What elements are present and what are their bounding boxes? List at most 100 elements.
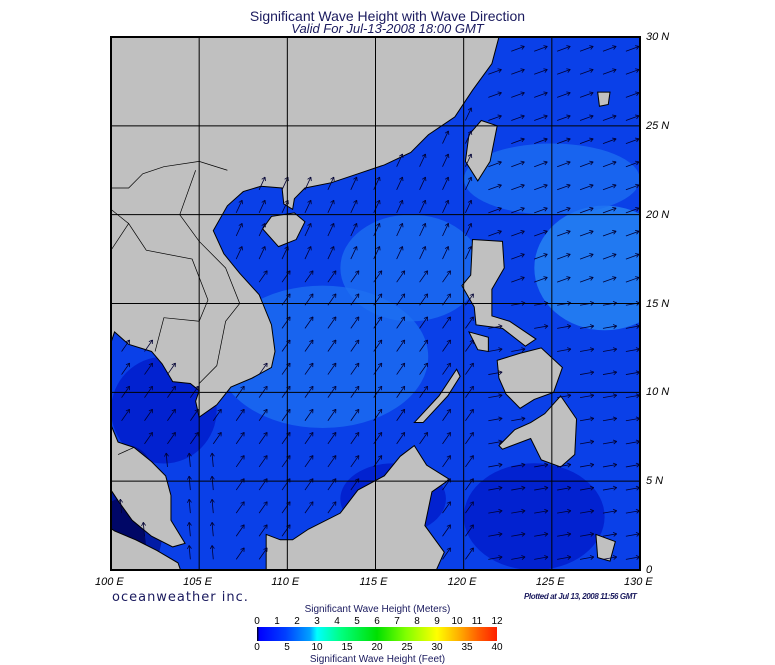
wave-direction-arrow [121, 339, 130, 352]
arrow-head [400, 270, 405, 273]
arrow-head [543, 91, 548, 94]
arrow-head [467, 222, 472, 226]
arrow-head [612, 253, 617, 255]
wave-direction-arrow [144, 409, 153, 421]
wave-direction-arrow [602, 533, 617, 537]
lon-label: 125 E [535, 576, 565, 588]
arrow-head [544, 184, 548, 189]
colorbar-tick-feet: 0 [254, 642, 260, 653]
arrow-head [567, 347, 572, 350]
wave-direction-arrow [579, 533, 594, 537]
lon-label: 115 E [359, 576, 388, 588]
arrow-head [467, 246, 472, 249]
arrow-head [446, 478, 451, 481]
wave-direction-arrow [557, 464, 571, 468]
wave-direction-arrow [465, 339, 474, 352]
wave-direction-arrow [396, 432, 406, 445]
arrow-head [544, 254, 548, 258]
arrow-head [521, 532, 526, 535]
arrow-head [543, 183, 548, 186]
arrow-head [544, 301, 549, 304]
wave-direction-arrow [579, 325, 594, 329]
arrow-head [498, 556, 503, 560]
wave-direction-arrow [557, 394, 571, 399]
wave-direction-arrow [465, 432, 474, 445]
colorbar-tick-feet: 15 [341, 642, 353, 653]
wave-direction-arrow [350, 432, 360, 445]
wave-direction-arrow [488, 417, 503, 422]
arrow-head [444, 199, 449, 203]
arrow-head [520, 137, 525, 140]
arrow-head [469, 455, 474, 458]
arrow-head [355, 362, 360, 366]
arrow-head [544, 556, 549, 560]
wave-direction-arrow [188, 476, 191, 491]
wave-direction-arrow [602, 417, 617, 422]
wave-direction-arrow [442, 478, 451, 491]
arrow-head [612, 276, 617, 278]
arrow-head [125, 408, 130, 412]
arrow-head [377, 455, 382, 458]
arrow-head [567, 394, 572, 399]
wave-direction-arrow [396, 409, 406, 421]
arrow-head [421, 176, 426, 180]
arrow-head [543, 206, 548, 209]
arrow-head [613, 184, 617, 189]
arrow-head [467, 107, 472, 111]
wave-direction-arrow [465, 547, 474, 560]
arrow-head [590, 69, 594, 73]
arrow-head [423, 362, 428, 366]
arrow-head [400, 408, 405, 412]
wave-direction-arrow [511, 161, 525, 168]
wave-direction-arrow [396, 223, 403, 237]
arrow-head [446, 455, 451, 458]
wave-direction-arrow [511, 417, 526, 422]
arrow-head [543, 160, 548, 163]
wave-direction-arrow [534, 69, 548, 75]
colorbar-tick-feet: 30 [431, 642, 443, 653]
arrow-head [635, 137, 640, 140]
wave-direction-arrow [511, 556, 526, 560]
arrow-head [307, 246, 312, 249]
wave-direction-arrow [304, 455, 314, 468]
arrow-head [589, 508, 594, 512]
wave-direction-arrow [465, 455, 474, 468]
wave-direction-arrow [304, 270, 314, 283]
arrow-head [400, 432, 405, 435]
arrow-head [612, 485, 617, 488]
wave-direction-arrow [258, 270, 268, 283]
arrow-head [544, 324, 549, 327]
arrow-head [521, 556, 526, 560]
wave-direction-arrow [625, 138, 640, 144]
arrow-head [521, 508, 526, 512]
arrow-head [498, 394, 503, 399]
arrow-head [469, 293, 474, 296]
arrow-head [636, 207, 640, 212]
wave-direction-arrow [211, 452, 214, 467]
arrow-head [209, 475, 213, 480]
arrow-head [209, 452, 213, 457]
arrow-head [521, 254, 525, 258]
wave-direction-arrow [211, 499, 214, 514]
arrow-head [567, 138, 571, 143]
arrow-head [187, 522, 190, 527]
arrow-head [498, 92, 502, 96]
wave-direction-arrow [465, 176, 472, 190]
arrow-head [263, 362, 268, 366]
arrow-head [446, 362, 451, 366]
arrow-head [521, 487, 526, 491]
arrow-head [399, 153, 403, 157]
arrow-head [521, 46, 525, 50]
arrow-head [446, 432, 451, 435]
arrow-head [589, 324, 594, 327]
wave-direction-arrow [511, 92, 525, 98]
arrow-head [636, 115, 640, 120]
arrow-head [566, 253, 571, 255]
wave-direction-arrow [281, 316, 291, 329]
arrow-head [469, 501, 474, 504]
arrow-head [148, 432, 153, 435]
wave-direction-arrow [396, 316, 406, 329]
arrow-head [521, 92, 525, 96]
wave-direction-arrow [442, 547, 451, 560]
arrow-head [423, 316, 428, 319]
